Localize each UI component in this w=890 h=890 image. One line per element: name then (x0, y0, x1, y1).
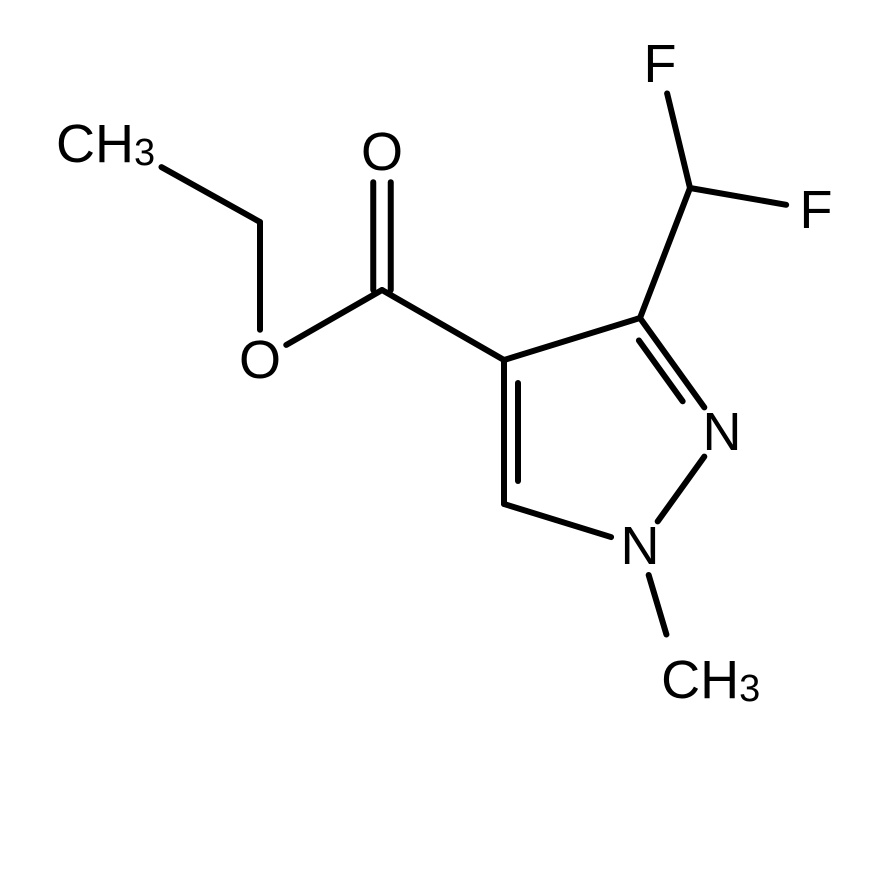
bond (640, 188, 690, 318)
bond (382, 290, 504, 360)
bond (504, 318, 640, 360)
svg-text:CH3: CH3 (56, 114, 155, 174)
bond (161, 167, 260, 222)
atom-label: O (239, 330, 281, 390)
svg-text:CH3: CH3 (661, 650, 760, 710)
atom-label: CH3 (661, 650, 760, 710)
bond (286, 290, 382, 345)
svg-text:F: F (644, 34, 677, 94)
svg-text:O: O (361, 122, 403, 182)
svg-text:N: N (621, 516, 660, 576)
svg-text:O: O (239, 330, 281, 390)
bond (667, 93, 690, 188)
atom-label: F (800, 180, 833, 240)
chemical-structure: CH3 O O F F NN CH3 (0, 0, 890, 890)
svg-text:F: F (800, 180, 833, 240)
bond (649, 575, 667, 634)
atom-label: F (644, 34, 677, 94)
atom-label: N (703, 402, 742, 462)
bond (690, 188, 786, 205)
bond (658, 457, 705, 522)
bond (504, 504, 611, 537)
atom-label: N (621, 516, 660, 576)
atom-label: CH3 (56, 114, 155, 174)
atom-label: O (361, 122, 403, 182)
bond (640, 318, 704, 407)
svg-text:N: N (703, 402, 742, 462)
